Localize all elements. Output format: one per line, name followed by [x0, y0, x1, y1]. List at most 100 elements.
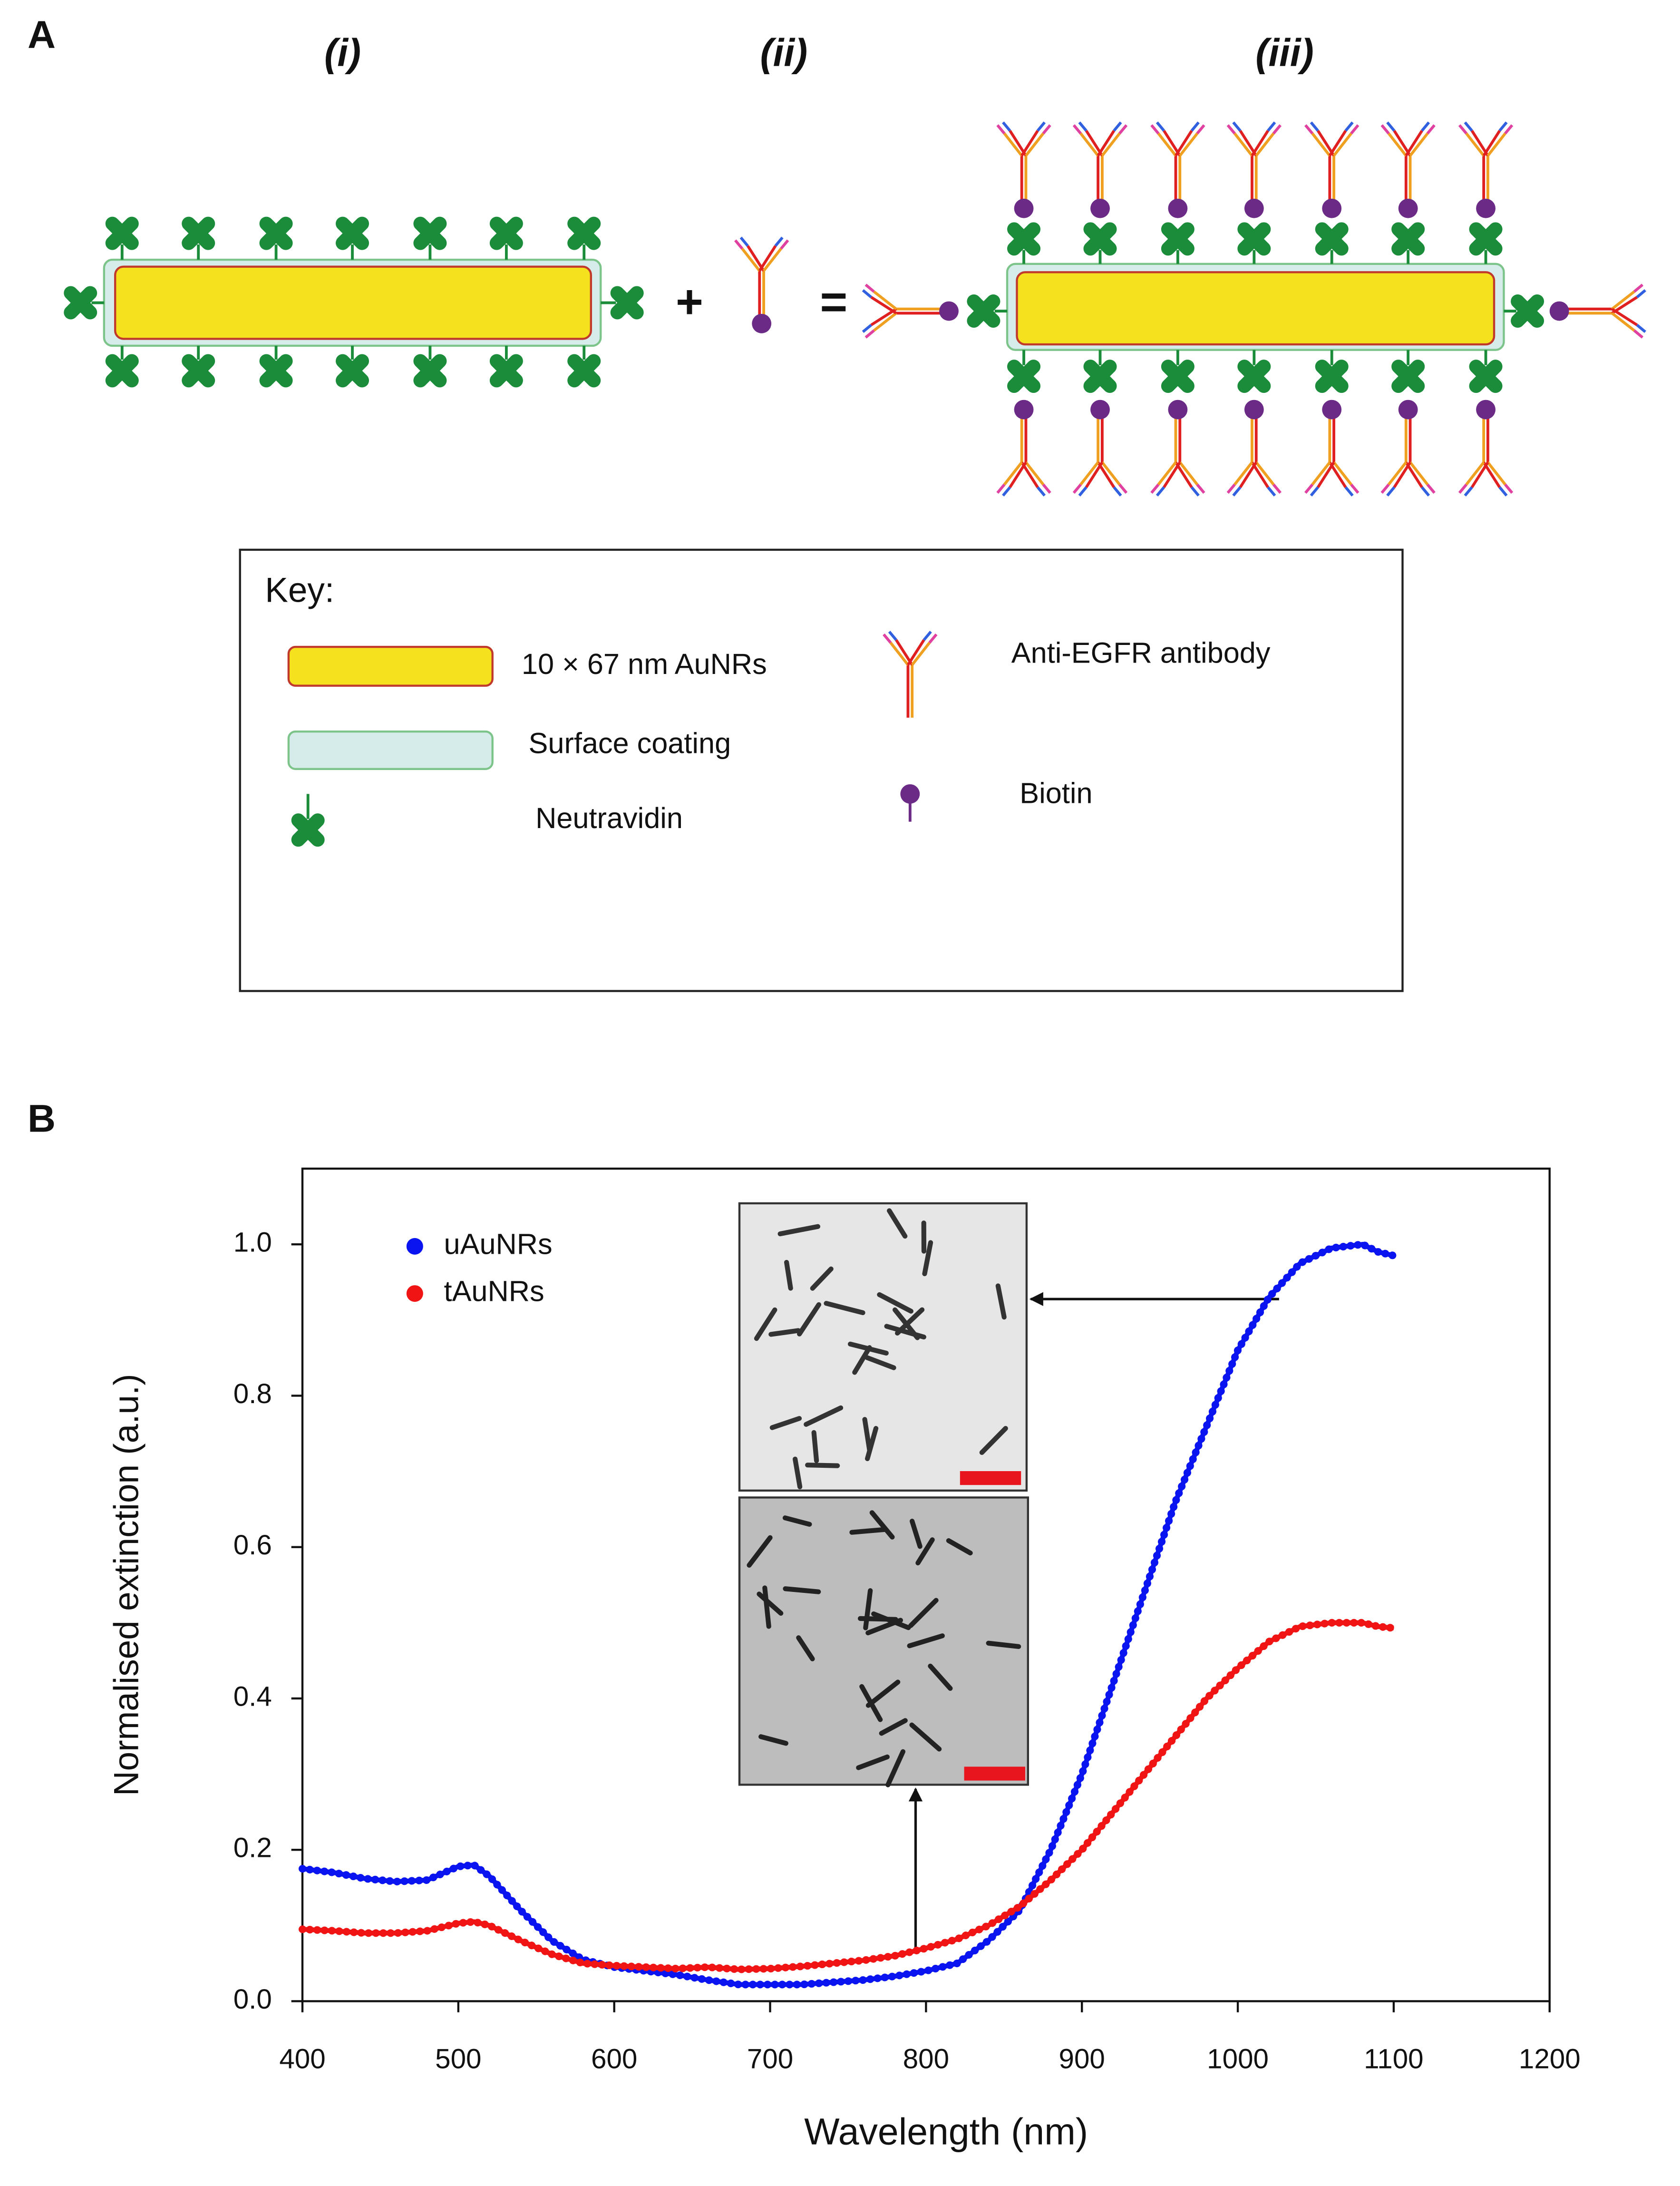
nanorod-image	[824, 1301, 865, 1316]
antibody	[1458, 121, 1514, 209]
neutravidin	[489, 216, 523, 250]
cross-arm	[1161, 360, 1194, 393]
neutravidin	[1315, 222, 1349, 256]
arm-tip	[1380, 124, 1390, 135]
arm	[1101, 461, 1121, 486]
arm-tip	[1504, 483, 1514, 494]
arm-tip	[1156, 121, 1165, 132]
arm-tip	[1267, 486, 1276, 497]
arm-tip	[1421, 486, 1430, 497]
neutravidin	[1007, 222, 1041, 256]
legend-label: uAuNRs	[444, 1228, 553, 1260]
arm-tip	[1386, 486, 1396, 497]
arm-tip	[1078, 486, 1088, 497]
arm-tip	[1226, 124, 1236, 135]
biotin	[1476, 400, 1495, 420]
arm-tip	[1304, 483, 1314, 494]
arm-tip	[1072, 483, 1082, 494]
arm-tip	[1380, 483, 1390, 494]
arm-tip	[1421, 121, 1430, 132]
key-box	[239, 548, 1404, 992]
y-tick-label: 0.8	[233, 1378, 272, 1409]
cross-arm	[1315, 222, 1349, 256]
nanorod-image	[979, 1426, 1008, 1455]
column-label: (iii)	[1255, 31, 1313, 75]
neutravidin	[105, 216, 139, 250]
legend-marker	[406, 1285, 423, 1302]
arm-tip	[1150, 483, 1160, 494]
arm	[1233, 461, 1253, 486]
arm-tip	[1426, 124, 1436, 135]
neutravidin	[1161, 222, 1194, 256]
nanorod-image	[792, 1456, 803, 1490]
neutravidin	[1083, 360, 1117, 393]
arm-tip	[1310, 121, 1319, 132]
neutravidin	[291, 813, 325, 847]
cross-arm	[1391, 222, 1425, 256]
cross-arm	[1161, 222, 1194, 256]
arm	[1311, 461, 1331, 486]
arm	[1251, 130, 1269, 156]
arm-tip	[1232, 121, 1242, 132]
cross-arm	[1083, 222, 1117, 256]
arm	[1025, 132, 1045, 157]
cross-arm	[413, 216, 447, 250]
antibody	[1380, 121, 1436, 209]
nanorod-image	[784, 1259, 793, 1291]
arm-tip	[734, 239, 744, 250]
arm	[1388, 461, 1408, 486]
arm	[1255, 132, 1275, 157]
key-text: Surface coating	[529, 727, 731, 759]
y-tick-label: 0.2	[233, 1833, 272, 1864]
neutravidin	[1007, 360, 1041, 393]
arm	[1332, 461, 1352, 486]
arm	[1233, 132, 1253, 157]
y-tick-label: 1.0	[233, 1227, 272, 1258]
nanorod-image	[877, 1292, 913, 1314]
arm-tip	[1190, 486, 1200, 497]
x-tick-label: 1200	[1519, 2043, 1581, 2074]
neutravidin	[259, 216, 293, 250]
arm-tip	[1633, 283, 1644, 293]
arm	[762, 247, 782, 272]
antibody	[1072, 410, 1128, 497]
key-rod	[287, 645, 494, 687]
cross-arm	[489, 216, 523, 250]
gold-nanorod	[114, 265, 592, 340]
neutravidin	[1391, 222, 1425, 256]
arm-tip	[1504, 124, 1514, 135]
arm-tip	[1350, 124, 1360, 135]
arm	[1465, 132, 1485, 157]
nanorod-image	[946, 1538, 973, 1556]
cross-arm	[336, 216, 369, 250]
antibody	[1226, 410, 1282, 497]
arm-tip	[1267, 121, 1276, 132]
cross-arm	[1511, 294, 1544, 328]
arm-tip	[1196, 124, 1205, 135]
cross-arm	[1083, 360, 1117, 393]
x-tick-label: 800	[903, 2043, 949, 2074]
arm-tip	[1072, 124, 1082, 135]
arm	[1409, 461, 1429, 486]
arm	[758, 245, 777, 272]
neutravidin	[489, 354, 523, 388]
arm	[1405, 130, 1423, 156]
nanorod-image	[747, 1535, 773, 1568]
gold-nanorod	[1016, 271, 1495, 346]
arm-tip	[1036, 486, 1046, 497]
arm-tip	[923, 631, 932, 641]
neutravidin	[182, 216, 215, 250]
cross-arm	[610, 286, 644, 320]
biotin	[1014, 198, 1034, 218]
antibody	[1150, 410, 1205, 497]
arm-tip	[996, 124, 1006, 135]
legend-label: tAuNRs	[444, 1275, 544, 1308]
antibody	[1304, 410, 1360, 497]
arm-tip	[1464, 486, 1473, 497]
arm-tip	[1113, 486, 1122, 497]
arm-tip	[1002, 486, 1011, 497]
antibody	[862, 283, 949, 339]
antibody	[1304, 121, 1360, 209]
arm-tip	[1458, 483, 1467, 494]
cross-arm	[1237, 222, 1271, 256]
